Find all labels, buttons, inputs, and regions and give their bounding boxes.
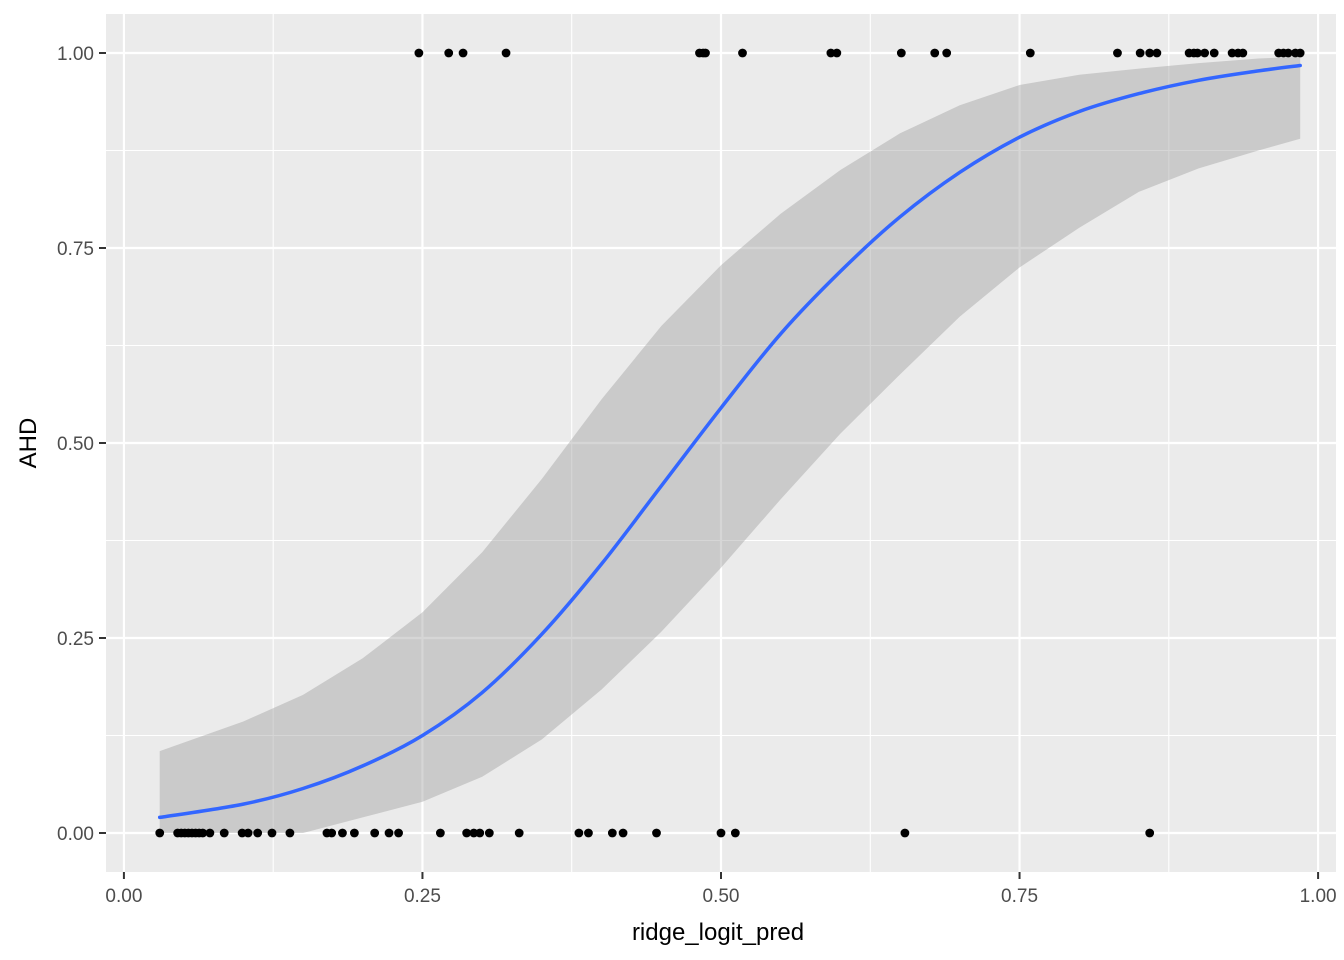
- data-point: [219, 828, 229, 838]
- data-point: [475, 828, 485, 838]
- data-point: [243, 828, 253, 838]
- data-point: [900, 828, 910, 838]
- data-point: [285, 828, 295, 838]
- data-point: [253, 828, 263, 838]
- data-point: [414, 48, 424, 58]
- data-point: [444, 48, 454, 58]
- data-point: [384, 828, 394, 838]
- data-point: [1025, 48, 1035, 58]
- data-point: [896, 48, 906, 58]
- y-tick-label: 0.50: [57, 434, 94, 455]
- data-point: [1152, 48, 1162, 58]
- data-point: [435, 828, 445, 838]
- data-point: [338, 828, 347, 838]
- data-point: [155, 828, 165, 838]
- y-axis-title: AHD: [15, 418, 42, 469]
- data-point: [1145, 48, 1155, 58]
- confidence-band: [159, 56, 1301, 833]
- data-point: [652, 828, 661, 838]
- data-point: [1283, 48, 1293, 58]
- data-point: [370, 828, 380, 838]
- data-point: [1135, 48, 1145, 58]
- y-axis-ticks: 0.00 0.25 0.50 0.75 1.00: [57, 44, 106, 845]
- data-point: [738, 48, 747, 58]
- x-tick-label: 0.50: [703, 886, 740, 907]
- data-point: [1238, 48, 1248, 58]
- data-point: [1113, 48, 1122, 58]
- y-tick-label: 1.00: [57, 44, 94, 65]
- data-point: [458, 48, 468, 58]
- data-point: [205, 828, 215, 838]
- data-point: [618, 828, 628, 838]
- data-point: [584, 828, 593, 838]
- data-points: [155, 48, 1305, 838]
- y-tick-label: 0.75: [57, 239, 94, 260]
- y-tick-label: 0.25: [57, 629, 94, 650]
- data-point: [327, 828, 337, 838]
- data-point: [1145, 828, 1155, 838]
- data-point: [462, 828, 472, 838]
- x-axis-ticks: 0.00 0.25 0.50 0.75 1.00: [105, 872, 1337, 907]
- data-point: [942, 48, 952, 58]
- data-point: [730, 828, 740, 838]
- data-point: [716, 828, 726, 838]
- smooth-line: [157, 63, 1302, 820]
- data-point: [1193, 48, 1202, 58]
- data-point: [574, 828, 584, 838]
- x-tick-label: 0.00: [105, 886, 142, 907]
- data-point: [484, 828, 494, 838]
- data-point: [1209, 48, 1219, 58]
- data-point: [501, 48, 511, 58]
- data-point: [514, 828, 524, 838]
- x-tick-label: 1.00: [1300, 886, 1337, 907]
- data-point: [1200, 48, 1210, 58]
- data-point: [394, 828, 403, 838]
- x-axis-title: ridge_logit_pred: [632, 919, 804, 946]
- data-point: [267, 828, 277, 838]
- x-tick-label: 0.25: [404, 886, 441, 907]
- data-point: [607, 828, 617, 838]
- data-point: [930, 48, 940, 58]
- y-tick-label: 0.00: [57, 824, 94, 845]
- x-tick-label: 0.75: [1001, 886, 1038, 907]
- data-point: [701, 48, 710, 58]
- data-point: [1295, 48, 1305, 58]
- data-point: [832, 48, 842, 58]
- data-point: [349, 828, 359, 838]
- data-point: [198, 828, 208, 838]
